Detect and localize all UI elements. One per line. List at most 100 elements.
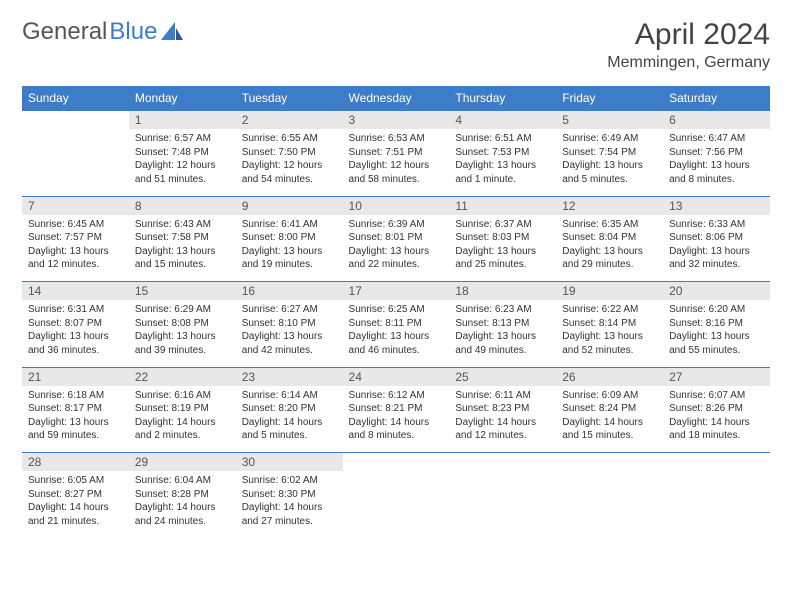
day-body: Sunrise: 6:02 AMSunset: 8:30 PMDaylight:… bbox=[236, 471, 343, 534]
sunrise-text: Sunrise: 6:25 AM bbox=[349, 303, 444, 317]
sunrise-text: Sunrise: 6:09 AM bbox=[562, 389, 657, 403]
sunrise-text: Sunrise: 6:11 AM bbox=[455, 389, 550, 403]
sunrise-text: Sunrise: 6:55 AM bbox=[242, 132, 337, 146]
sunset-text: Sunset: 8:08 PM bbox=[135, 317, 230, 331]
day-body bbox=[556, 457, 663, 513]
day-cell bbox=[449, 453, 556, 535]
day-number: 17 bbox=[343, 282, 450, 300]
sunrise-text: Sunrise: 6:12 AM bbox=[349, 389, 444, 403]
logo-text-1: General bbox=[22, 18, 107, 46]
daylight-text: Daylight: 13 hours and 36 minutes. bbox=[28, 330, 123, 357]
day-cell: 15Sunrise: 6:29 AMSunset: 8:08 PMDayligh… bbox=[129, 282, 236, 364]
sunrise-text: Sunrise: 6:07 AM bbox=[669, 389, 764, 403]
sunset-text: Sunset: 8:27 PM bbox=[28, 488, 123, 502]
day-body: Sunrise: 6:51 AMSunset: 7:53 PMDaylight:… bbox=[449, 129, 556, 192]
logo-text-2: Blue bbox=[109, 18, 157, 46]
calendar-week-row: 7Sunrise: 6:45 AMSunset: 7:57 PMDaylight… bbox=[22, 196, 770, 278]
calendar-week-row: 21Sunrise: 6:18 AMSunset: 8:17 PMDayligh… bbox=[22, 367, 770, 449]
daylight-text: Daylight: 13 hours and 46 minutes. bbox=[349, 330, 444, 357]
sunrise-text: Sunrise: 6:29 AM bbox=[135, 303, 230, 317]
day-cell: 21Sunrise: 6:18 AMSunset: 8:17 PMDayligh… bbox=[22, 367, 129, 449]
day-body: Sunrise: 6:09 AMSunset: 8:24 PMDaylight:… bbox=[556, 386, 663, 449]
day-body: Sunrise: 6:41 AMSunset: 8:00 PMDaylight:… bbox=[236, 215, 343, 278]
daylight-text: Daylight: 13 hours and 55 minutes. bbox=[669, 330, 764, 357]
day-number: 14 bbox=[22, 282, 129, 300]
day-cell: 26Sunrise: 6:09 AMSunset: 8:24 PMDayligh… bbox=[556, 367, 663, 449]
month-title: April 2024 bbox=[607, 18, 770, 52]
day-cell: 10Sunrise: 6:39 AMSunset: 8:01 PMDayligh… bbox=[343, 196, 450, 278]
daylight-text: Daylight: 14 hours and 27 minutes. bbox=[242, 501, 337, 528]
daylight-text: Daylight: 13 hours and 8 minutes. bbox=[669, 159, 764, 186]
day-cell: 23Sunrise: 6:14 AMSunset: 8:20 PMDayligh… bbox=[236, 367, 343, 449]
sunset-text: Sunset: 8:23 PM bbox=[455, 402, 550, 416]
day-number: 19 bbox=[556, 282, 663, 300]
day-body: Sunrise: 6:22 AMSunset: 8:14 PMDaylight:… bbox=[556, 300, 663, 363]
sunset-text: Sunset: 8:26 PM bbox=[669, 402, 764, 416]
location-label: Memmingen, Germany bbox=[607, 54, 770, 72]
daylight-text: Daylight: 13 hours and 32 minutes. bbox=[669, 245, 764, 272]
weekday-head: Saturday bbox=[663, 86, 770, 111]
sunset-text: Sunset: 8:20 PM bbox=[242, 402, 337, 416]
sunset-text: Sunset: 7:51 PM bbox=[349, 146, 444, 160]
day-cell bbox=[343, 453, 450, 535]
day-number: 24 bbox=[343, 368, 450, 386]
sunset-text: Sunset: 8:19 PM bbox=[135, 402, 230, 416]
sunrise-text: Sunrise: 6:20 AM bbox=[669, 303, 764, 317]
page-header: GeneralBlue April 2024 Memmingen, German… bbox=[22, 18, 770, 72]
day-body: Sunrise: 6:31 AMSunset: 8:07 PMDaylight:… bbox=[22, 300, 129, 363]
sunrise-text: Sunrise: 6:49 AM bbox=[562, 132, 657, 146]
day-body bbox=[449, 457, 556, 513]
day-body: Sunrise: 6:14 AMSunset: 8:20 PMDaylight:… bbox=[236, 386, 343, 449]
sunrise-text: Sunrise: 6:02 AM bbox=[242, 474, 337, 488]
day-body: Sunrise: 6:55 AMSunset: 7:50 PMDaylight:… bbox=[236, 129, 343, 192]
sunset-text: Sunset: 8:01 PM bbox=[349, 231, 444, 245]
day-number: 28 bbox=[22, 453, 129, 471]
day-cell: 16Sunrise: 6:27 AMSunset: 8:10 PMDayligh… bbox=[236, 282, 343, 364]
sunrise-text: Sunrise: 6:35 AM bbox=[562, 218, 657, 232]
daylight-text: Daylight: 13 hours and 22 minutes. bbox=[349, 245, 444, 272]
day-number: 7 bbox=[22, 197, 129, 215]
logo: GeneralBlue bbox=[22, 18, 183, 46]
sunset-text: Sunset: 8:17 PM bbox=[28, 402, 123, 416]
day-body: Sunrise: 6:49 AMSunset: 7:54 PMDaylight:… bbox=[556, 129, 663, 192]
day-body bbox=[343, 457, 450, 513]
daylight-text: Daylight: 14 hours and 18 minutes. bbox=[669, 416, 764, 443]
day-body bbox=[663, 457, 770, 513]
calendar-week-row: 1Sunrise: 6:57 AMSunset: 7:48 PMDaylight… bbox=[22, 111, 770, 193]
sunrise-text: Sunrise: 6:18 AM bbox=[28, 389, 123, 403]
daylight-text: Daylight: 14 hours and 24 minutes. bbox=[135, 501, 230, 528]
day-cell: 1Sunrise: 6:57 AMSunset: 7:48 PMDaylight… bbox=[129, 111, 236, 193]
day-body: Sunrise: 6:25 AMSunset: 8:11 PMDaylight:… bbox=[343, 300, 450, 363]
sunrise-text: Sunrise: 6:23 AM bbox=[455, 303, 550, 317]
sunset-text: Sunset: 8:00 PM bbox=[242, 231, 337, 245]
day-body: Sunrise: 6:45 AMSunset: 7:57 PMDaylight:… bbox=[22, 215, 129, 278]
weekday-header-row: Sunday Monday Tuesday Wednesday Thursday… bbox=[22, 86, 770, 111]
day-number: 10 bbox=[343, 197, 450, 215]
day-body: Sunrise: 6:18 AMSunset: 8:17 PMDaylight:… bbox=[22, 386, 129, 449]
sunset-text: Sunset: 8:21 PM bbox=[349, 402, 444, 416]
day-cell: 5Sunrise: 6:49 AMSunset: 7:54 PMDaylight… bbox=[556, 111, 663, 193]
day-number: 3 bbox=[343, 111, 450, 129]
day-cell: 7Sunrise: 6:45 AMSunset: 7:57 PMDaylight… bbox=[22, 196, 129, 278]
day-cell: 17Sunrise: 6:25 AMSunset: 8:11 PMDayligh… bbox=[343, 282, 450, 364]
day-cell: 4Sunrise: 6:51 AMSunset: 7:53 PMDaylight… bbox=[449, 111, 556, 193]
day-cell: 14Sunrise: 6:31 AMSunset: 8:07 PMDayligh… bbox=[22, 282, 129, 364]
sunset-text: Sunset: 7:53 PM bbox=[455, 146, 550, 160]
day-cell bbox=[556, 453, 663, 535]
weekday-head: Sunday bbox=[22, 86, 129, 111]
day-number: 29 bbox=[129, 453, 236, 471]
sunset-text: Sunset: 8:04 PM bbox=[562, 231, 657, 245]
sunset-text: Sunset: 8:30 PM bbox=[242, 488, 337, 502]
sunset-text: Sunset: 7:48 PM bbox=[135, 146, 230, 160]
weekday-head: Monday bbox=[129, 86, 236, 111]
daylight-text: Daylight: 12 hours and 51 minutes. bbox=[135, 159, 230, 186]
day-number: 25 bbox=[449, 368, 556, 386]
sunrise-text: Sunrise: 6:37 AM bbox=[455, 218, 550, 232]
day-cell: 27Sunrise: 6:07 AMSunset: 8:26 PMDayligh… bbox=[663, 367, 770, 449]
day-number: 27 bbox=[663, 368, 770, 386]
day-cell: 28Sunrise: 6:05 AMSunset: 8:27 PMDayligh… bbox=[22, 453, 129, 535]
sunset-text: Sunset: 8:11 PM bbox=[349, 317, 444, 331]
sunrise-text: Sunrise: 6:27 AM bbox=[242, 303, 337, 317]
day-body: Sunrise: 6:43 AMSunset: 7:58 PMDaylight:… bbox=[129, 215, 236, 278]
day-body: Sunrise: 6:07 AMSunset: 8:26 PMDaylight:… bbox=[663, 386, 770, 449]
